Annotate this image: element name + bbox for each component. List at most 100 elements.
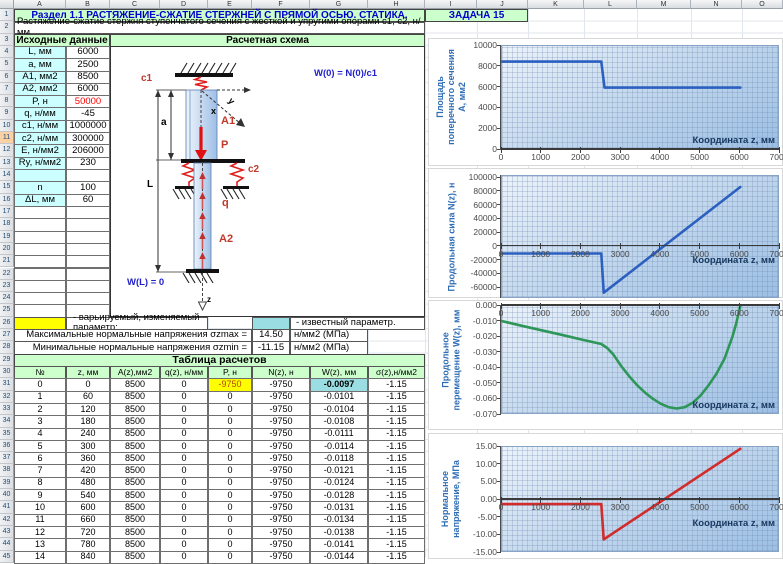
row-header-42[interactable]: 42 (0, 513, 14, 526)
calc-cell[interactable]: 8500 (110, 415, 160, 429)
calc-cell[interactable]: 14 (14, 550, 66, 564)
calc-cell[interactable]: -9750 (252, 513, 310, 527)
calc-cell[interactable]: -9750 (252, 464, 310, 478)
row-header-25[interactable]: 25 (0, 304, 14, 317)
calc-cell[interactable]: 0 (160, 476, 208, 491)
varied-parameter-swatch[interactable] (14, 316, 66, 331)
row-header-35[interactable]: 35 (0, 427, 14, 440)
column-header-D[interactable]: D (160, 0, 208, 9)
calc-cell[interactable]: -0.0097 (310, 378, 368, 392)
calc-cell[interactable]: -9750 (252, 550, 310, 564)
calc-cell[interactable]: 720 (66, 526, 110, 540)
input-label-cell[interactable]: c1, н/мм (14, 119, 66, 134)
calc-cell[interactable]: -0.0141 (310, 538, 368, 552)
row-header-9[interactable]: 9 (0, 107, 14, 120)
calc-cell[interactable]: 180 (66, 415, 110, 429)
calc-cell[interactable]: 0 (208, 390, 252, 404)
row-header-12[interactable]: 12 (0, 144, 14, 157)
calc-cell[interactable]: 8500 (110, 439, 160, 454)
input-value-cell[interactable] (66, 169, 110, 183)
empty-cell[interactable] (66, 218, 110, 232)
row-header-10[interactable]: 10 (0, 119, 14, 133)
empty-cell[interactable] (14, 279, 66, 294)
calc-cell[interactable]: -0.0144 (310, 550, 368, 564)
row-header-20[interactable]: 20 (0, 242, 14, 256)
calc-cell[interactable]: 8500 (110, 378, 160, 392)
calc-cell[interactable]: -0.0121 (310, 464, 368, 478)
row-header-31[interactable]: 31 (0, 378, 14, 391)
calc-cell[interactable]: 0 (208, 452, 252, 466)
calc-cell[interactable]: 600 (66, 501, 110, 515)
column-header-L[interactable]: L (584, 0, 637, 9)
row-header-5[interactable]: 5 (0, 58, 14, 71)
calc-cell[interactable]: -9750 (252, 390, 310, 404)
calc-cell[interactable]: -9750 (252, 452, 310, 466)
calc-cell[interactable]: 0 (208, 513, 252, 527)
column-header-G[interactable]: G (310, 0, 368, 9)
calc-cell[interactable]: -9750 (252, 476, 310, 491)
calc-cell[interactable]: 8500 (110, 501, 160, 515)
calc-cell[interactable]: -1.15 (368, 476, 425, 491)
empty-cell[interactable] (66, 255, 110, 269)
input-label-cell[interactable]: n (14, 181, 66, 195)
calc-cell[interactable]: -1.15 (368, 415, 425, 429)
empty-cell[interactable] (14, 267, 66, 281)
empty-cell[interactable] (66, 267, 110, 281)
input-value-cell[interactable]: 6000 (66, 45, 110, 60)
calc-cell[interactable]: 7 (14, 464, 66, 478)
column-header-J[interactable]: J (477, 0, 528, 9)
row-header-40[interactable]: 40 (0, 489, 14, 502)
input-value-cell[interactable]: -45 (66, 107, 110, 121)
calc-cell[interactable]: 8500 (110, 427, 160, 441)
calc-cell[interactable]: 8 (14, 476, 66, 491)
input-value-cell[interactable]: 50000 (66, 95, 110, 109)
row-header-39[interactable]: 39 (0, 476, 14, 490)
column-header-E[interactable]: E (208, 0, 252, 9)
input-label-cell[interactable] (14, 169, 66, 183)
calc-cell[interactable]: 480 (66, 476, 110, 491)
calc-cell[interactable]: -1.15 (368, 538, 425, 552)
known-parameter-swatch[interactable] (252, 316, 290, 331)
calc-cell[interactable]: 0 (208, 526, 252, 540)
calc-cell[interactable]: 13 (14, 538, 66, 552)
input-label-cell[interactable]: L, мм (14, 45, 66, 60)
empty-cell[interactable] (14, 292, 66, 306)
input-value-cell[interactable]: 8500 (66, 70, 110, 84)
empty-cell[interactable] (66, 230, 110, 244)
calc-header-0[interactable]: № (14, 365, 66, 380)
input-value-cell[interactable]: 230 (66, 156, 110, 171)
column-header-M[interactable]: M (637, 0, 691, 9)
input-label-cell[interactable]: q, н/мм (14, 107, 66, 121)
calc-cell[interactable]: 840 (66, 550, 110, 564)
row-header-43[interactable]: 43 (0, 526, 14, 539)
calc-cell[interactable]: 2 (14, 402, 66, 417)
row-header-18[interactable]: 18 (0, 218, 14, 231)
input-value-cell[interactable]: 6000 (66, 82, 110, 97)
calc-cell[interactable]: 11 (14, 513, 66, 527)
calc-cell[interactable]: 0 (14, 378, 66, 392)
row-header-38[interactable]: 38 (0, 464, 14, 477)
calc-cell[interactable]: 0 (160, 489, 208, 503)
calc-cell[interactable]: -9750 (252, 378, 310, 392)
result-value[interactable]: 14.50 (252, 329, 290, 343)
chart-2-axial-force[interactable]: 100000 80000 60000 40000 20000 0 -20000 -40000-… (428, 168, 783, 298)
row-header-3[interactable]: 3 (0, 33, 14, 46)
select-all-corner[interactable] (0, 0, 14, 9)
calc-header-2[interactable]: A(z),мм2 (110, 365, 160, 380)
row-header-41[interactable]: 41 (0, 501, 14, 514)
calc-cell[interactable]: 120 (66, 402, 110, 417)
row-header-17[interactable]: 17 (0, 205, 14, 219)
column-header-I[interactable]: I (425, 0, 477, 9)
input-label-cell[interactable]: Ry, н/мм2 (14, 156, 66, 171)
calc-cell[interactable]: 12 (14, 526, 66, 540)
calc-cell[interactable]: 540 (66, 489, 110, 503)
calc-cell[interactable]: -9750 (208, 378, 252, 392)
calc-cell[interactable]: 8500 (110, 452, 160, 466)
calc-cell[interactable]: -1.15 (368, 501, 425, 515)
calc-cell[interactable]: -9750 (252, 439, 310, 454)
calc-cell[interactable]: -0.0101 (310, 390, 368, 404)
row-header-15[interactable]: 15 (0, 181, 14, 194)
input-value-cell[interactable]: 60 (66, 193, 110, 207)
calc-cell[interactable]: 0 (160, 550, 208, 564)
calc-cell[interactable]: 0 (208, 415, 252, 429)
